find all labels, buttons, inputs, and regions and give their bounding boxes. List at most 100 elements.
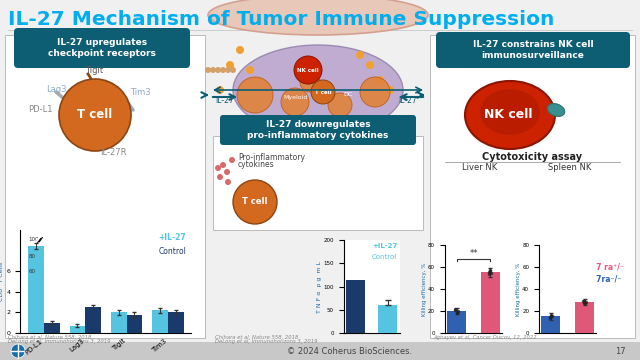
Text: **: ** <box>469 249 478 258</box>
Text: Control: Control <box>158 247 186 256</box>
Y-axis label: Killing efficiency, %: Killing efficiency, % <box>422 262 427 316</box>
Circle shape <box>217 174 223 180</box>
Text: Control: Control <box>372 254 397 260</box>
Text: DC: DC <box>344 93 353 98</box>
FancyBboxPatch shape <box>436 32 630 68</box>
Y-axis label: T N F α  p g  m L: T N F α p g m L <box>317 261 322 312</box>
Bar <box>575 302 594 333</box>
Bar <box>168 312 184 333</box>
Circle shape <box>360 77 390 107</box>
Text: 17: 17 <box>614 346 625 356</box>
Circle shape <box>205 67 211 73</box>
Text: Tigit: Tigit <box>85 66 103 75</box>
Ellipse shape <box>233 45 403 135</box>
Circle shape <box>229 157 235 163</box>
Circle shape <box>386 86 394 94</box>
Bar <box>85 307 101 333</box>
Y-axis label: Percentage positive
CD8⁺ T Cells: Percentage positive CD8⁺ T Cells <box>0 251 4 313</box>
FancyBboxPatch shape <box>0 342 640 360</box>
Text: T cell: T cell <box>315 90 332 94</box>
Text: © 2024 Coherus BioSciences.: © 2024 Coherus BioSciences. <box>287 346 413 356</box>
Circle shape <box>224 169 230 175</box>
Circle shape <box>376 76 384 84</box>
Text: IL-27 Mechanism of Tumor Immune Suppression: IL-27 Mechanism of Tumor Immune Suppress… <box>8 10 554 29</box>
Bar <box>111 312 127 333</box>
Text: NK cell: NK cell <box>484 108 532 121</box>
Circle shape <box>59 79 131 151</box>
Bar <box>127 315 142 333</box>
Text: 60: 60 <box>28 269 35 274</box>
Bar <box>28 246 44 333</box>
Text: Lag3: Lag3 <box>46 85 67 94</box>
Circle shape <box>220 67 226 73</box>
Bar <box>346 280 365 333</box>
Text: 80: 80 <box>28 253 35 258</box>
Text: IL-27: IL-27 <box>398 96 417 105</box>
FancyBboxPatch shape <box>220 115 416 145</box>
Text: Tim3: Tim3 <box>130 88 150 97</box>
Circle shape <box>215 165 221 171</box>
Circle shape <box>281 88 309 116</box>
Circle shape <box>366 61 374 69</box>
Text: Cytotoxicity assay: Cytotoxicity assay <box>482 152 582 162</box>
Bar <box>152 310 168 333</box>
Text: NK cell: NK cell <box>297 68 319 72</box>
Circle shape <box>220 162 226 168</box>
Circle shape <box>311 80 335 104</box>
Text: DeLong et al, Immunohorizons 3, 2019: DeLong et al, Immunohorizons 3, 2019 <box>8 339 111 344</box>
FancyBboxPatch shape <box>14 28 190 68</box>
Bar <box>541 316 560 333</box>
Text: Spleen NK: Spleen NK <box>548 163 592 172</box>
Text: IL-27 constrains NK cell
immunosurveillance: IL-27 constrains NK cell immunosurveilla… <box>473 40 593 60</box>
Circle shape <box>233 180 277 224</box>
Text: cytokines: cytokines <box>238 160 275 169</box>
Circle shape <box>225 179 231 185</box>
Circle shape <box>215 67 221 73</box>
Circle shape <box>294 56 322 84</box>
Text: IL-27 upregulates
checkpoint receptors: IL-27 upregulates checkpoint receptors <box>48 37 156 58</box>
Text: Liver NK: Liver NK <box>462 163 498 172</box>
Circle shape <box>11 344 25 358</box>
Text: Myeloid: Myeloid <box>284 95 308 100</box>
Text: 100: 100 <box>28 237 39 242</box>
Ellipse shape <box>480 89 540 135</box>
Ellipse shape <box>208 0 428 35</box>
Bar <box>70 326 85 333</box>
Text: Pro-inflammatory: Pro-inflammatory <box>238 153 305 162</box>
Text: IL-27: IL-27 <box>215 96 234 105</box>
FancyBboxPatch shape <box>213 136 423 230</box>
Bar <box>447 311 466 333</box>
FancyBboxPatch shape <box>5 35 205 338</box>
Circle shape <box>300 72 320 92</box>
Circle shape <box>216 86 224 94</box>
Text: PD-L1: PD-L1 <box>28 105 52 114</box>
Circle shape <box>328 93 352 117</box>
Circle shape <box>225 67 231 73</box>
Text: T cell: T cell <box>243 198 268 207</box>
Text: T cell: T cell <box>77 108 113 122</box>
Text: IL-27 downregulates
pro-inflammatory cytokines: IL-27 downregulates pro-inflammatory cyt… <box>247 120 388 140</box>
Text: Chihara et al, Nature 558, 2018: Chihara et al, Nature 558, 2018 <box>8 335 92 340</box>
Text: IL-27 ra⁺/⁻: IL-27 ra⁺/⁻ <box>580 263 624 272</box>
Text: Chihara et al, Nature 558, 2018: Chihara et al, Nature 558, 2018 <box>215 335 298 340</box>
Ellipse shape <box>547 104 564 116</box>
Text: +IL-27: +IL-27 <box>372 243 397 249</box>
Text: DeLong et al, Immunohorizons 3, 2019: DeLong et al, Immunohorizons 3, 2019 <box>215 339 317 344</box>
Circle shape <box>246 66 254 74</box>
Bar <box>481 273 500 333</box>
Circle shape <box>226 61 234 69</box>
Circle shape <box>236 46 244 54</box>
FancyBboxPatch shape <box>430 35 635 338</box>
Bar <box>44 323 60 333</box>
Y-axis label: Killing efficiency, %: Killing efficiency, % <box>516 262 521 316</box>
Text: IL-27ra⁻/⁻: IL-27ra⁻/⁻ <box>580 275 621 284</box>
Circle shape <box>230 67 236 73</box>
Text: IL-27R: IL-27R <box>100 148 127 157</box>
Ellipse shape <box>465 81 555 149</box>
Text: Aghayev et al, Cancer Discov, 12, 2022: Aghayev et al, Cancer Discov, 12, 2022 <box>433 335 536 340</box>
Circle shape <box>210 67 216 73</box>
Circle shape <box>356 51 364 59</box>
Bar <box>378 305 397 333</box>
Text: +IL-27: +IL-27 <box>159 234 186 243</box>
Circle shape <box>237 77 273 113</box>
